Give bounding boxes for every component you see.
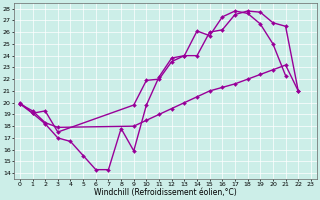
X-axis label: Windchill (Refroidissement éolien,°C): Windchill (Refroidissement éolien,°C) [94,188,237,197]
